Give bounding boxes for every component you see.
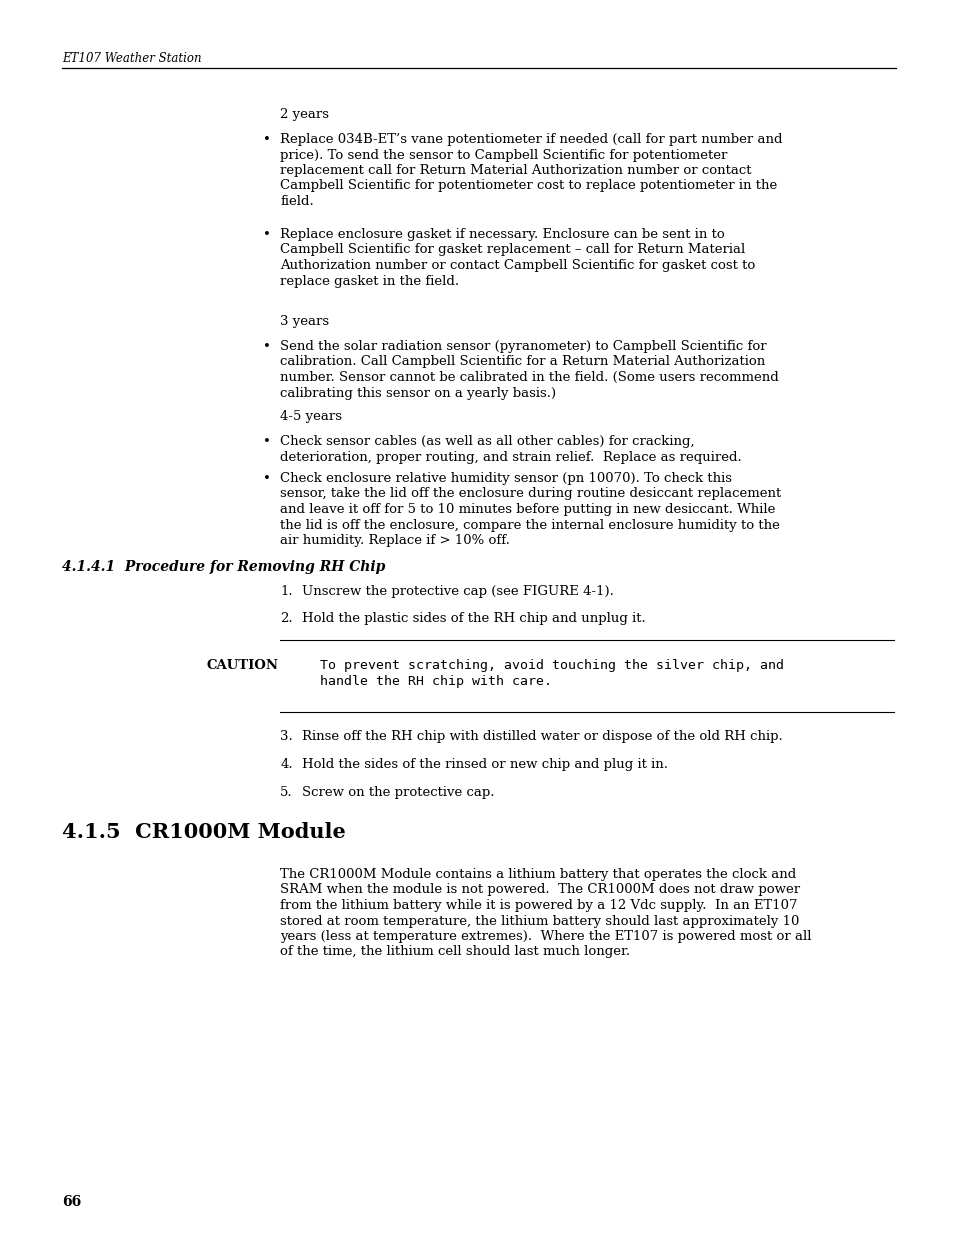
Text: 2 years: 2 years bbox=[280, 107, 329, 121]
Text: air humidity. Replace if > 10% off.: air humidity. Replace if > 10% off. bbox=[280, 534, 510, 547]
Text: 3.: 3. bbox=[280, 730, 293, 743]
Text: Authorization number or contact Campbell Scientific for gasket cost to: Authorization number or contact Campbell… bbox=[280, 259, 755, 272]
Text: calibration. Call Campbell Scientific for a Return Material Authorization: calibration. Call Campbell Scientific fo… bbox=[280, 356, 764, 368]
Text: number. Sensor cannot be calibrated in the field. (Some users recommend: number. Sensor cannot be calibrated in t… bbox=[280, 370, 779, 384]
Text: 4.: 4. bbox=[280, 758, 293, 771]
Text: Check sensor cables (as well as all other cables) for cracking,: Check sensor cables (as well as all othe… bbox=[280, 435, 694, 448]
Text: years (less at temperature extremes).  Where the ET107 is powered most or all: years (less at temperature extremes). Wh… bbox=[280, 930, 811, 944]
Text: •: • bbox=[263, 472, 271, 485]
Text: price). To send the sensor to Campbell Scientific for potentiometer: price). To send the sensor to Campbell S… bbox=[280, 148, 727, 162]
Text: Rinse off the RH chip with distilled water or dispose of the old RH chip.: Rinse off the RH chip with distilled wat… bbox=[302, 730, 782, 743]
Text: deterioration, proper routing, and strain relief.  Replace as required.: deterioration, proper routing, and strai… bbox=[280, 451, 741, 463]
Text: •: • bbox=[263, 435, 271, 448]
Text: from the lithium battery while it is powered by a 12 Vdc supply.  In an ET107: from the lithium battery while it is pow… bbox=[280, 899, 797, 911]
Text: 2.: 2. bbox=[280, 613, 293, 625]
Text: CAUTION: CAUTION bbox=[206, 659, 278, 672]
Text: Check enclosure relative humidity sensor (pn 10070). To check this: Check enclosure relative humidity sensor… bbox=[280, 472, 732, 485]
Text: Send the solar radiation sensor (pyranometer) to Campbell Scientific for: Send the solar radiation sensor (pyranom… bbox=[280, 340, 766, 353]
Text: 4.1.5  CR1000M Module: 4.1.5 CR1000M Module bbox=[62, 823, 345, 842]
Text: •: • bbox=[263, 340, 271, 353]
Text: 1.: 1. bbox=[280, 585, 293, 598]
Text: 5.: 5. bbox=[280, 785, 293, 799]
Text: stored at room temperature, the lithium battery should last approximately 10: stored at room temperature, the lithium … bbox=[280, 914, 799, 927]
Text: •: • bbox=[263, 133, 271, 146]
Text: field.: field. bbox=[280, 195, 314, 207]
Text: Replace 034B-ET’s vane potentiometer if needed (call for part number and: Replace 034B-ET’s vane potentiometer if … bbox=[280, 133, 782, 146]
Text: replace gasket in the field.: replace gasket in the field. bbox=[280, 274, 459, 288]
Text: handle the RH chip with care.: handle the RH chip with care. bbox=[320, 674, 552, 688]
Text: and leave it off for 5 to 10 minutes before putting in new desiccant. While: and leave it off for 5 to 10 minutes bef… bbox=[280, 503, 775, 516]
Text: Hold the plastic sides of the RH chip and unplug it.: Hold the plastic sides of the RH chip an… bbox=[302, 613, 645, 625]
Text: SRAM when the module is not powered.  The CR1000M does not draw power: SRAM when the module is not powered. The… bbox=[280, 883, 800, 897]
Text: calibrating this sensor on a yearly basis.): calibrating this sensor on a yearly basi… bbox=[280, 387, 556, 399]
Text: Campbell Scientific for potentiometer cost to replace potentiometer in the: Campbell Scientific for potentiometer co… bbox=[280, 179, 777, 193]
Text: To prevent scratching, avoid touching the silver chip, and: To prevent scratching, avoid touching th… bbox=[320, 659, 783, 672]
Text: Hold the sides of the rinsed or new chip and plug it in.: Hold the sides of the rinsed or new chip… bbox=[302, 758, 668, 771]
Text: 4.1.4.1  Procedure for Removing RH Chip: 4.1.4.1 Procedure for Removing RH Chip bbox=[62, 559, 385, 574]
Text: ET107 Weather Station: ET107 Weather Station bbox=[62, 52, 201, 65]
Text: 66: 66 bbox=[62, 1195, 81, 1209]
Text: Unscrew the protective cap (see FIGURE 4-1).: Unscrew the protective cap (see FIGURE 4… bbox=[302, 585, 614, 598]
Text: replacement call for Return Material Authorization number or contact: replacement call for Return Material Aut… bbox=[280, 164, 751, 177]
Text: The CR1000M Module contains a lithium battery that operates the clock and: The CR1000M Module contains a lithium ba… bbox=[280, 868, 796, 881]
Text: the lid is off the enclosure, compare the internal enclosure humidity to the: the lid is off the enclosure, compare th… bbox=[280, 519, 780, 531]
Text: 4-5 years: 4-5 years bbox=[280, 410, 342, 424]
Text: •: • bbox=[263, 228, 271, 241]
Text: sensor, take the lid off the enclosure during routine desiccant replacement: sensor, take the lid off the enclosure d… bbox=[280, 488, 781, 500]
Text: 3 years: 3 years bbox=[280, 315, 329, 329]
Text: Campbell Scientific for gasket replacement – call for Return Material: Campbell Scientific for gasket replaceme… bbox=[280, 243, 744, 257]
Text: Screw on the protective cap.: Screw on the protective cap. bbox=[302, 785, 495, 799]
Text: Replace enclosure gasket if necessary. Enclosure can be sent in to: Replace enclosure gasket if necessary. E… bbox=[280, 228, 724, 241]
Text: of the time, the lithium cell should last much longer.: of the time, the lithium cell should las… bbox=[280, 946, 630, 958]
